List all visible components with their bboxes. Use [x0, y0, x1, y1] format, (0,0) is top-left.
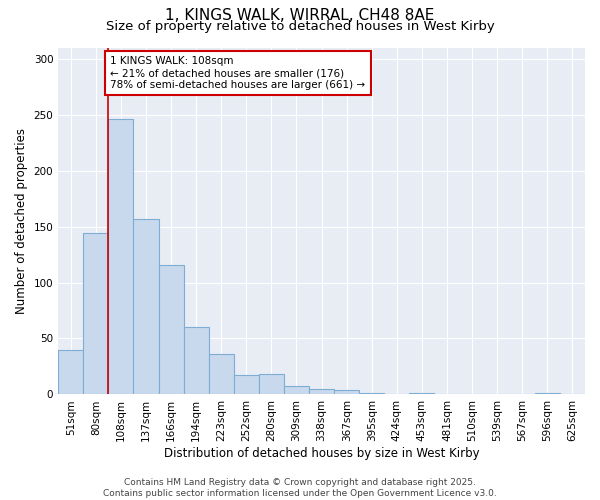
- Y-axis label: Number of detached properties: Number of detached properties: [15, 128, 28, 314]
- Bar: [158, 264, 184, 394]
- Text: 1, KINGS WALK, WIRRAL, CH48 8AE: 1, KINGS WALK, WIRRAL, CH48 8AE: [166, 8, 434, 22]
- Text: 1 KINGS WALK: 108sqm
← 21% of detached houses are smaller (176)
78% of semi-deta: 1 KINGS WALK: 108sqm ← 21% of detached h…: [110, 56, 365, 90]
- Text: Contains HM Land Registry data © Crown copyright and database right 2025.
Contai: Contains HM Land Registry data © Crown c…: [103, 478, 497, 498]
- Bar: [83, 234, 109, 394]
- Bar: [334, 390, 359, 394]
- Bar: [309, 389, 334, 394]
- X-axis label: Distribution of detached houses by size in West Kirby: Distribution of detached houses by size …: [164, 447, 479, 460]
- Bar: [234, 376, 259, 394]
- Bar: [209, 354, 234, 395]
- Bar: [284, 386, 309, 394]
- Bar: [109, 119, 133, 394]
- Bar: [133, 218, 158, 394]
- Bar: [184, 328, 209, 394]
- Bar: [58, 350, 83, 395]
- Bar: [259, 374, 284, 394]
- Text: Size of property relative to detached houses in West Kirby: Size of property relative to detached ho…: [106, 20, 494, 33]
